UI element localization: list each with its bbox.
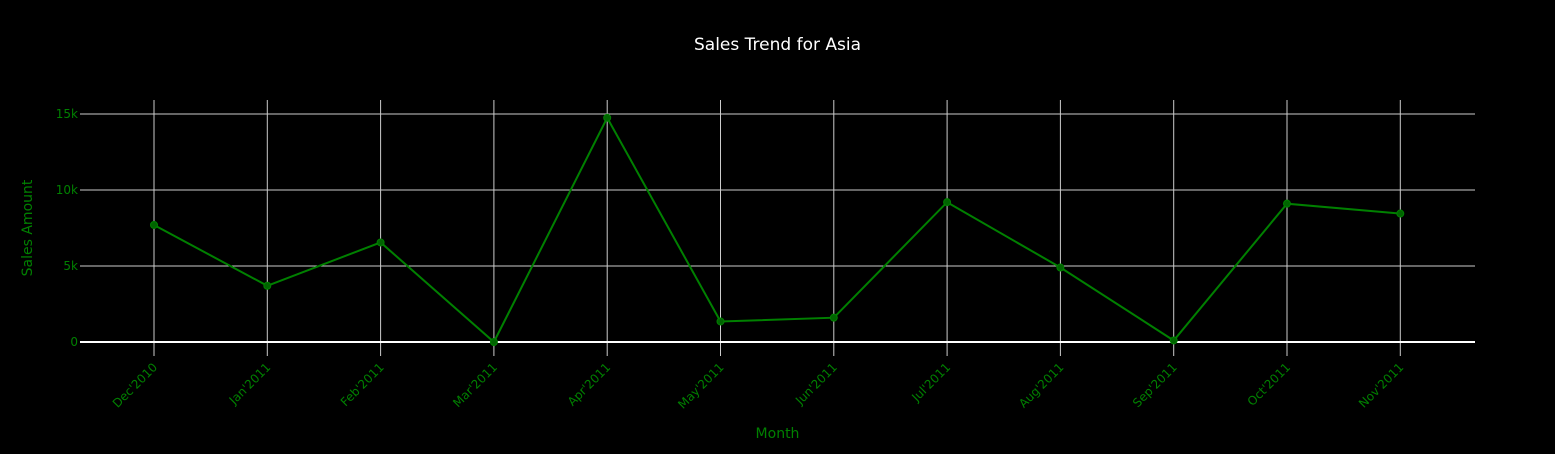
data-point[interactable] xyxy=(489,338,498,346)
data-point[interactable] xyxy=(376,238,385,247)
data-point[interactable] xyxy=(603,113,612,122)
data-point[interactable] xyxy=(1396,209,1405,218)
series-line xyxy=(153,115,1401,344)
data-point[interactable] xyxy=(829,313,838,322)
grid-lines xyxy=(80,100,1475,356)
y-axis-title: Sales Amount xyxy=(20,179,36,276)
series-layer xyxy=(150,113,1405,346)
data-point[interactable] xyxy=(150,220,158,229)
data-point[interactable] xyxy=(1056,263,1065,272)
data-point[interactable] xyxy=(716,317,725,326)
data-point[interactable] xyxy=(943,198,952,207)
chart-title: Sales Trend for Asia xyxy=(694,35,861,55)
y-tick-label: 15k xyxy=(56,107,78,121)
y-tick-label: 10k xyxy=(56,183,78,197)
data-point[interactable] xyxy=(1283,199,1291,208)
y-axis-ticks: 0 5k 10k 15k xyxy=(56,107,78,349)
data-point[interactable] xyxy=(1169,336,1178,345)
y-tick-label: 5k xyxy=(63,259,78,273)
data-point[interactable] xyxy=(263,281,272,290)
y-tick-label: 0 xyxy=(70,335,78,349)
x-axis-title: Month xyxy=(756,426,800,442)
